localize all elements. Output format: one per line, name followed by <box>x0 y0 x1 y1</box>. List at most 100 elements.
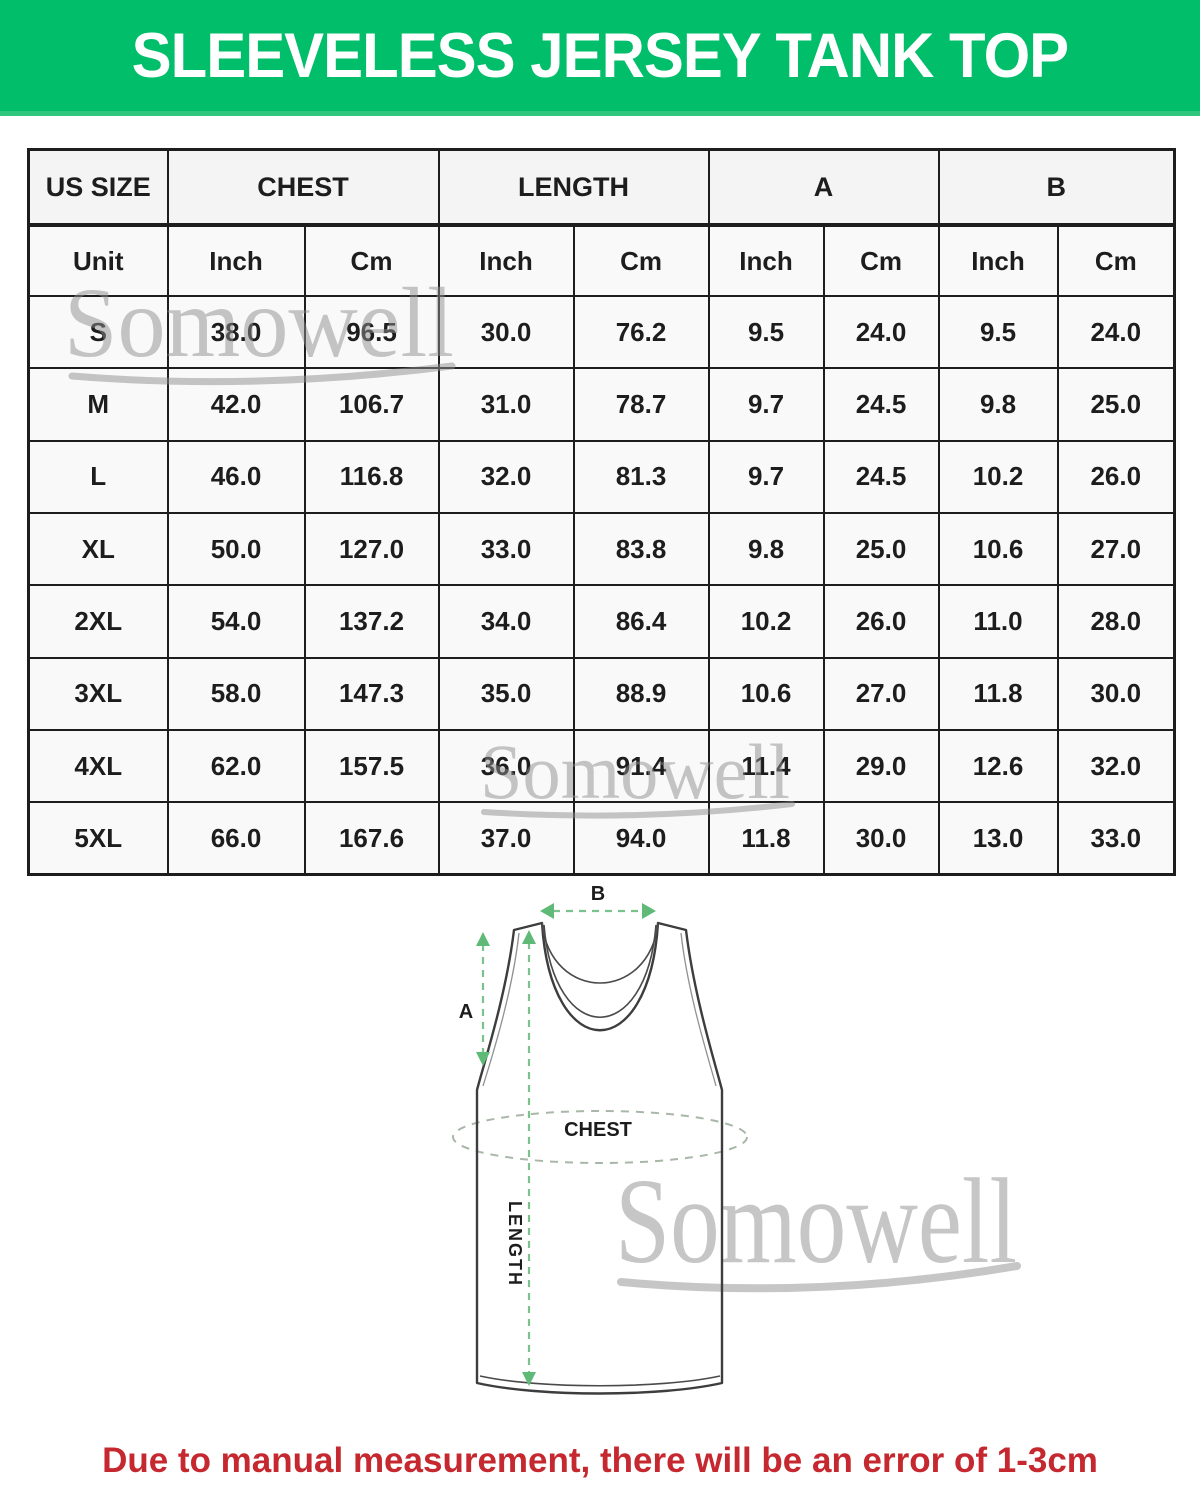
label-chest: CHEST <box>564 1119 632 1141</box>
value-cell: 83.8 <box>572 511 710 587</box>
unit-cell: Inch <box>166 224 306 297</box>
value-cell: 13.0 <box>937 801 1059 876</box>
title-banner: SLEEVELESS JERSEY TANK TOP <box>0 0 1200 116</box>
value-cell: 25.0 <box>822 511 940 587</box>
value-cell: 10.6 <box>707 656 825 731</box>
collar-back-line <box>541 922 659 984</box>
value-cell: 167.6 <box>303 801 440 876</box>
value-cell: 26.0 <box>1056 439 1176 514</box>
length-arrowhead-bottom <box>522 1372 536 1386</box>
b-arrowhead-right <box>642 903 656 919</box>
value-cell: 30.0 <box>822 801 940 876</box>
value-cell: 30.0 <box>437 294 575 370</box>
value-cell: 10.2 <box>937 439 1059 514</box>
value-cell: 24.5 <box>822 439 940 514</box>
value-cell: 127.0 <box>303 511 440 587</box>
unit-cell: Inch <box>707 224 825 297</box>
col-header-chest: CHEST <box>166 148 440 227</box>
value-cell: 24.5 <box>822 367 940 442</box>
value-cell: 137.2 <box>303 584 440 659</box>
value-cell: 11.8 <box>937 656 1059 731</box>
value-cell: 66.0 <box>166 801 306 876</box>
value-cell: 33.0 <box>437 511 575 587</box>
value-cell: 54.0 <box>166 584 306 659</box>
size-row: 2XL 54.0 137.2 34.0 86.4 10.2 26.0 11.0 28.0 <box>27 584 1176 659</box>
value-cell: 32.0 <box>437 439 575 514</box>
left-armhole-binding <box>482 932 520 1087</box>
value-cell: 50.0 <box>166 511 306 587</box>
size-label-cell: 4XL <box>27 728 169 804</box>
value-cell: 24.0 <box>822 294 940 370</box>
size-label-cell: L <box>27 439 169 514</box>
value-cell: 9.7 <box>707 367 825 442</box>
value-cell: 86.4 <box>572 584 710 659</box>
value-cell: 36.0 <box>437 728 575 804</box>
value-cell: 26.0 <box>822 584 940 659</box>
col-header-a: A <box>707 148 940 227</box>
value-cell: 106.7 <box>303 367 440 442</box>
value-cell: 78.7 <box>572 367 710 442</box>
value-cell: 11.0 <box>937 584 1059 659</box>
value-cell: 37.0 <box>437 801 575 876</box>
value-cell: 62.0 <box>166 728 306 804</box>
value-cell: 12.6 <box>937 728 1059 804</box>
size-table: US SIZE CHEST LENGTH A B Unit Inch Cm Inch C… <box>27 148 1177 876</box>
group-header-row: US SIZE CHEST LENGTH A B <box>27 148 1176 227</box>
value-cell: 9.5 <box>707 294 825 370</box>
value-cell: 28.0 <box>1056 584 1176 659</box>
collar-band-line <box>543 924 657 1018</box>
size-label-cell: 2XL <box>27 584 169 659</box>
unit-cell: Inch <box>437 224 575 297</box>
chest-label-bg <box>546 1114 650 1142</box>
label-length: LENGTH <box>505 1201 525 1287</box>
right-armhole-binding <box>680 932 717 1087</box>
value-cell: 35.0 <box>437 656 575 731</box>
col-header-us-size: US SIZE <box>27 148 169 227</box>
value-cell: 9.8 <box>707 511 825 587</box>
col-header-length: LENGTH <box>437 148 710 227</box>
value-cell: 116.8 <box>303 439 440 514</box>
value-cell: 96.5 <box>303 294 440 370</box>
a-arrowhead-bottom <box>476 1052 490 1066</box>
size-row: M 42.0 106.7 31.0 78.7 9.7 24.5 9.8 25.0 <box>27 367 1176 442</box>
value-cell: 30.0 <box>1056 656 1176 731</box>
size-label-cell: 3XL <box>27 656 169 731</box>
value-cell: 34.0 <box>437 584 575 659</box>
size-row: 4XL 62.0 157.5 36.0 91.4 11.4 29.0 12.6 32.0 <box>27 728 1176 804</box>
value-cell: 33.0 <box>1056 801 1176 876</box>
value-cell: 10.2 <box>707 584 825 659</box>
value-cell: 11.8 <box>707 801 825 876</box>
size-label-cell: M <box>27 367 169 442</box>
value-cell: 94.0 <box>572 801 710 876</box>
unit-cell: Cm <box>303 224 440 297</box>
unit-cell: Cm <box>822 224 940 297</box>
tank-top-diagram: B A LENGTH CHEST <box>452 883 748 1395</box>
value-cell: 27.0 <box>1056 511 1176 587</box>
size-row: S 38.0 96.5 30.0 76.2 9.5 24.0 9.5 24.0 <box>27 294 1176 370</box>
value-cell: 24.0 <box>1056 294 1176 370</box>
unit-cell: Inch <box>937 224 1059 297</box>
page-title: SLEEVELESS JERSEY TANK TOP <box>131 20 1069 91</box>
size-label-cell: 5XL <box>27 801 169 876</box>
value-cell: 29.0 <box>822 728 940 804</box>
value-cell: 76.2 <box>572 294 710 370</box>
size-row: 5XL 66.0 167.6 37.0 94.0 11.8 30.0 13.0 33.0 <box>27 801 1176 876</box>
size-label-cell: S <box>27 294 169 370</box>
size-row: XL 50.0 127.0 33.0 83.8 9.8 25.0 10.6 27.0 <box>27 511 1176 587</box>
length-arrowhead-top <box>522 930 536 944</box>
value-cell: 88.9 <box>572 656 710 731</box>
size-row: L 46.0 116.8 32.0 81.3 9.7 24.5 10.2 26.0 <box>27 439 1176 514</box>
value-cell: 27.0 <box>822 656 940 731</box>
unit-header-row: Unit Inch Cm Inch Cm Inch Cm Inch Cm <box>27 224 1176 297</box>
measurement-note: Due to manual measurement, there will be… <box>102 1441 1098 1480</box>
value-cell: 11.4 <box>707 728 825 804</box>
value-cell: 42.0 <box>166 367 306 442</box>
label-b: B <box>591 883 605 905</box>
a-arrowhead-top <box>476 932 490 946</box>
unit-label-cell: Unit <box>27 224 169 297</box>
tank-outline <box>475 921 724 1395</box>
value-cell: 9.8 <box>937 367 1059 442</box>
value-cell: 157.5 <box>303 728 440 804</box>
value-cell: 38.0 <box>166 294 306 370</box>
